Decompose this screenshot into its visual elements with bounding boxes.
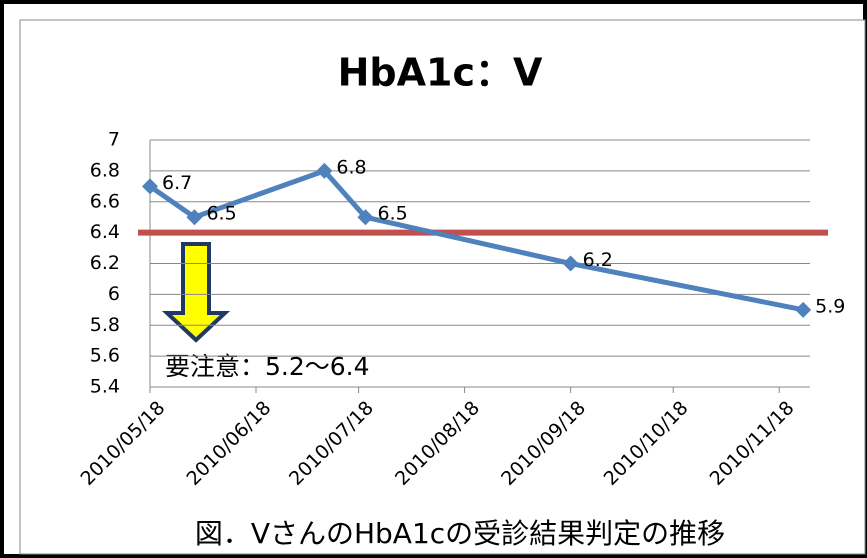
caption: 図．VさんのHbA1cの受診結果判定の推移 [195, 517, 725, 550]
annotation: 要注意：5.2〜6.4 [165, 352, 370, 381]
y-tick-label: 6 [108, 283, 120, 305]
y-tick-label: 6.8 [90, 159, 120, 181]
chart-frame [19, 19, 866, 555]
y-tick-label: 7 [108, 129, 120, 151]
marker [186, 209, 203, 226]
arrow-shape [161, 242, 231, 343]
y-tick-label: 5.6 [90, 345, 120, 367]
marker [795, 301, 812, 318]
y-tick-label: 5.4 [90, 376, 120, 398]
series-line [148, 168, 804, 313]
y-tick-label: 6.2 [90, 252, 120, 274]
chart-title: HbA1c：V [338, 51, 543, 95]
y-tick-label: 6.6 [90, 190, 120, 212]
data-label: 6.5 [206, 203, 236, 225]
data-label: 6.5 [377, 203, 407, 225]
y-tick-label: 5.8 [90, 314, 120, 336]
marker [316, 162, 333, 179]
marker [562, 255, 579, 272]
marker [357, 209, 374, 226]
data-label: 5.9 [815, 295, 845, 317]
arrow [161, 242, 231, 343]
marker [142, 178, 158, 195]
data-label: 6.7 [162, 172, 192, 194]
data-label: 6.2 [583, 249, 613, 271]
y-tick-label: 6.4 [90, 221, 120, 243]
data-label: 6.8 [336, 156, 366, 178]
